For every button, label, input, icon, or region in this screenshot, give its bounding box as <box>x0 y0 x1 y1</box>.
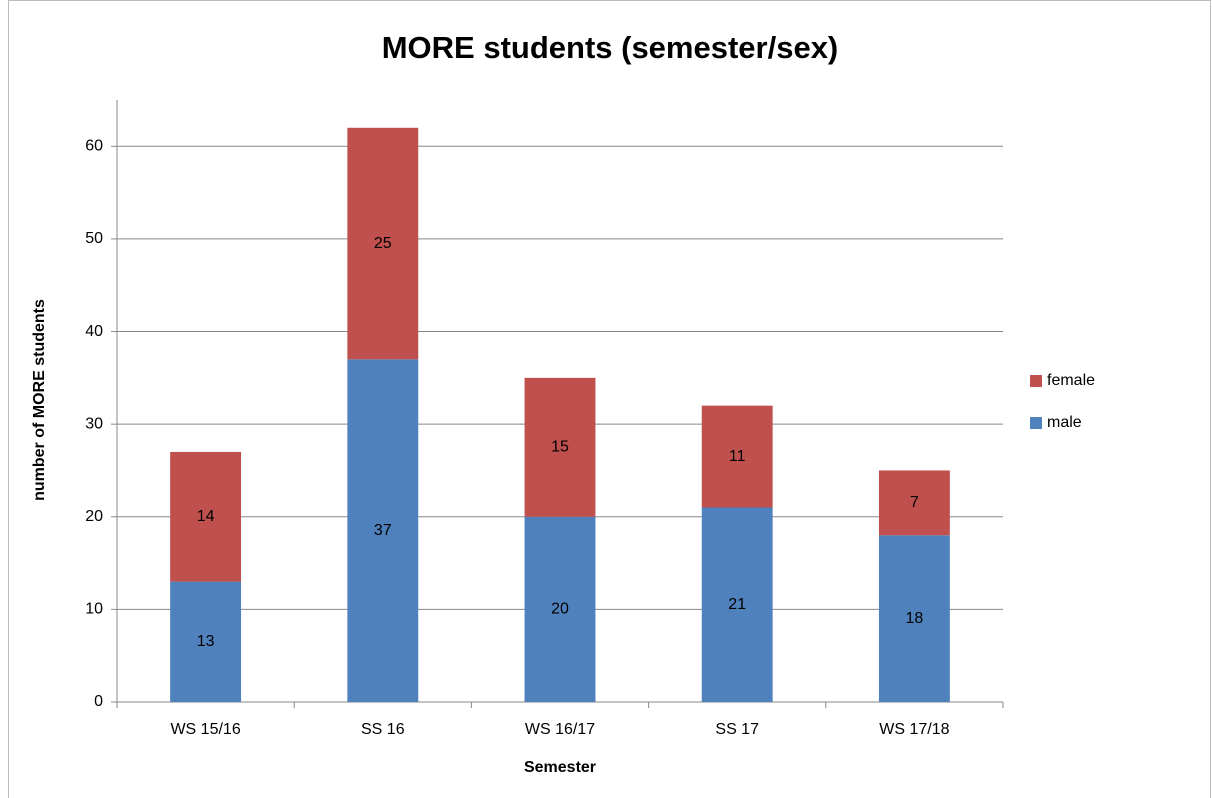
bar-segment <box>170 451 242 582</box>
legend-swatch <box>1030 375 1042 387</box>
y-tick-label: 10 <box>85 601 103 618</box>
data-label: 15 <box>551 439 569 456</box>
y-tick-label: 0 <box>94 693 103 710</box>
x-tick-label: WS 16/17 <box>525 721 595 738</box>
x-tick-label: SS 16 <box>361 721 405 738</box>
bar-segment <box>701 507 773 702</box>
bar-segment <box>347 127 419 360</box>
data-label: 7 <box>910 494 919 511</box>
x-tick-label: WS 17/18 <box>879 721 949 738</box>
y-tick-label: 40 <box>85 323 103 340</box>
bar-segment <box>347 359 419 702</box>
y-tick-label: 20 <box>85 508 103 525</box>
bar-segment <box>878 535 950 702</box>
bar-segment <box>524 516 596 702</box>
legend-swatch <box>1030 417 1042 429</box>
data-label: 13 <box>197 633 215 650</box>
y-tick-label: 50 <box>85 230 103 247</box>
x-tick-label: WS 15/16 <box>170 721 240 738</box>
data-label: 25 <box>374 235 392 252</box>
data-label: 37 <box>374 522 392 539</box>
bar-segment <box>701 405 773 508</box>
legend-label: male <box>1047 414 1082 431</box>
chart-title: MORE students (semester/sex) <box>382 30 839 65</box>
data-label: 18 <box>906 610 924 627</box>
legend-label: female <box>1047 372 1095 389</box>
bar-segment <box>170 581 242 702</box>
bar-segment <box>878 470 950 536</box>
y-tick-label: 30 <box>85 415 103 432</box>
data-label: 14 <box>197 508 215 525</box>
bar-segment <box>524 377 596 517</box>
y-tick-label: 60 <box>85 138 103 155</box>
data-label: 20 <box>551 601 569 618</box>
data-label: 21 <box>728 596 746 613</box>
data-label: 11 <box>729 448 746 465</box>
x-tick-label: SS 17 <box>715 721 759 738</box>
y-axis-label: number of MORE students <box>31 299 48 501</box>
x-axis-label: Semester <box>524 759 596 776</box>
